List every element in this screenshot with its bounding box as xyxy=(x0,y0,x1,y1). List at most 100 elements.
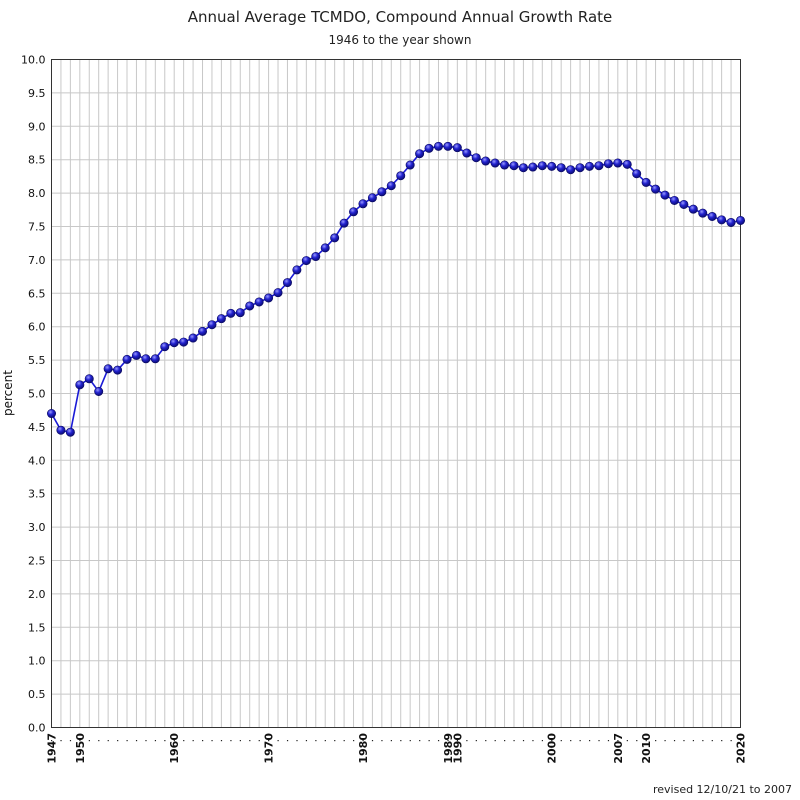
y-axis-label: percent xyxy=(1,370,15,416)
data-point xyxy=(641,177,651,187)
x-tick-label: 2020 xyxy=(735,733,748,764)
x-minor-tick xyxy=(164,740,166,742)
x-minor-tick xyxy=(532,740,534,742)
data-point xyxy=(273,288,283,298)
chart-subtitle: 1946 to the year shown xyxy=(328,33,472,47)
data-point xyxy=(367,193,377,203)
x-minor-tick xyxy=(504,740,506,742)
data-point xyxy=(509,161,519,171)
data-point xyxy=(594,161,604,171)
x-minor-tick xyxy=(456,740,459,742)
x-minor-tick xyxy=(79,740,81,742)
x-minor-tick xyxy=(692,740,695,742)
y-tick-label: 9.5 xyxy=(28,87,46,100)
data-point xyxy=(131,350,141,360)
x-minor-tick xyxy=(447,740,449,742)
y-tick-label: 2.0 xyxy=(28,588,46,601)
data-point xyxy=(226,308,236,318)
y-tick-label: 1.0 xyxy=(28,655,46,668)
data-point xyxy=(65,427,75,437)
x-minor-tick xyxy=(145,740,147,742)
x-minor-tick xyxy=(126,740,128,742)
data-point xyxy=(339,218,349,228)
data-point xyxy=(490,158,500,168)
y-tick-label: 9.0 xyxy=(28,120,46,133)
data-point xyxy=(660,190,670,200)
grid xyxy=(51,59,741,728)
x-minor-tick xyxy=(324,740,326,742)
x-tick-label: 1990 xyxy=(451,733,464,764)
data-point xyxy=(198,326,208,336)
data-point xyxy=(415,149,425,159)
data-point xyxy=(717,215,727,225)
data-point xyxy=(207,320,217,330)
x-minor-tick xyxy=(296,740,298,742)
revision-note: revised 12/10/21 to 2007 xyxy=(652,783,792,796)
x-minor-tick xyxy=(683,740,685,742)
data-point xyxy=(113,365,123,375)
x-minor-tick xyxy=(607,740,610,742)
x-minor-tick xyxy=(211,740,213,742)
x-minor-tick xyxy=(513,740,515,742)
x-tick-label: 2000 xyxy=(546,733,559,764)
data-point xyxy=(433,141,443,151)
data-point xyxy=(46,409,56,419)
y-tick-label: 10.0 xyxy=(21,54,46,67)
x-minor-tick xyxy=(371,740,374,742)
y-tick-label: 0.5 xyxy=(28,688,46,701)
data-point xyxy=(292,265,302,275)
x-tick-label: 2010 xyxy=(640,733,653,764)
data-point xyxy=(94,386,104,396)
x-minor-tick xyxy=(570,740,572,742)
x-minor-tick xyxy=(230,740,232,742)
x-minor-tick xyxy=(117,740,119,742)
y-tick-label: 2.5 xyxy=(28,555,46,568)
x-minor-tick xyxy=(485,740,487,742)
data-point xyxy=(726,217,736,227)
x-minor-tick xyxy=(711,740,713,742)
x-minor-tick xyxy=(286,740,289,742)
data-point xyxy=(651,184,661,194)
x-minor-tick xyxy=(353,740,355,742)
x-minor-tick xyxy=(277,740,279,742)
data-point xyxy=(669,195,679,205)
y-tick-label: 7.0 xyxy=(28,254,46,267)
x-minor-tick xyxy=(107,740,109,742)
y-tick-label: 1.5 xyxy=(28,621,46,634)
x-minor-tick xyxy=(636,740,638,742)
y-tick-label: 7.5 xyxy=(28,221,46,234)
x-minor-tick xyxy=(560,740,562,742)
data-point xyxy=(320,243,330,253)
data-point xyxy=(330,233,340,243)
data-point xyxy=(122,354,132,364)
x-minor-tick xyxy=(69,740,72,742)
data-point xyxy=(443,141,453,151)
y-tick-label: 5.5 xyxy=(28,354,46,367)
x-minor-tick xyxy=(645,740,647,742)
x-minor-tick xyxy=(202,740,204,742)
data-point xyxy=(216,314,226,324)
x-minor-tick xyxy=(588,740,591,742)
data-point xyxy=(632,169,642,179)
series xyxy=(46,141,745,437)
x-minor-tick xyxy=(551,740,553,742)
x-minor-tick xyxy=(192,740,194,742)
x-minor-tick xyxy=(334,740,336,742)
data-point xyxy=(603,159,613,169)
data-point xyxy=(396,171,406,181)
data-point xyxy=(405,160,415,170)
data-point xyxy=(169,338,179,348)
data-point xyxy=(160,342,170,352)
y-tick-labels: 0.0 0.5 1.0 1.5 2.0 2.5 3.0 3.5 4.0 4.5 5.0 5.5 6.0 6… xyxy=(21,54,46,735)
x-minor-tick xyxy=(390,740,392,742)
x-minor-tick xyxy=(617,740,619,742)
data-point xyxy=(735,215,745,225)
x-minor-tick xyxy=(315,740,317,742)
data-point xyxy=(103,364,113,374)
x-minor-tick xyxy=(475,740,477,742)
x-minor-tick xyxy=(494,740,496,742)
x-minor-tick xyxy=(673,740,676,742)
x-tick-label: 1960 xyxy=(168,733,181,764)
x-minor-tick xyxy=(721,740,723,742)
